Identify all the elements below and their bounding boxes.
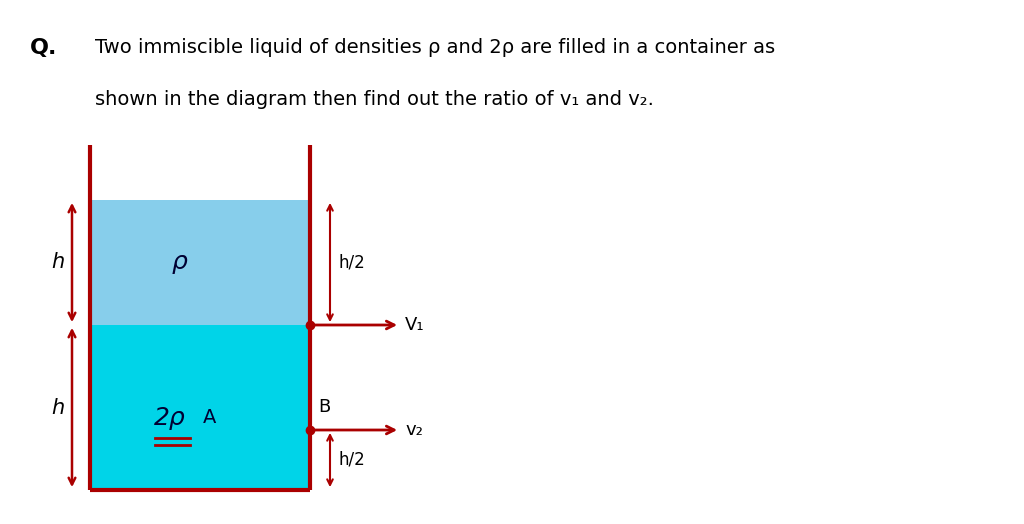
Text: ρ: ρ: [172, 250, 188, 275]
Text: 2ρ: 2ρ: [155, 406, 186, 430]
Text: Two immiscible liquid of densities ρ and 2ρ are filled in a container as: Two immiscible liquid of densities ρ and…: [95, 38, 775, 57]
Text: h/2: h/2: [338, 254, 365, 271]
Text: shown in the diagram then find out the ratio of v₁ and v₂.: shown in the diagram then find out the r…: [95, 90, 654, 109]
Text: h/2: h/2: [338, 451, 365, 469]
Bar: [90, 200, 310, 325]
Text: v₂: v₂: [406, 421, 423, 439]
Bar: [90, 325, 310, 490]
Text: h: h: [51, 398, 65, 418]
Text: A: A: [204, 408, 217, 427]
Text: B: B: [318, 398, 331, 416]
Text: Q.: Q.: [30, 38, 57, 58]
Text: V₁: V₁: [406, 316, 425, 334]
Text: h: h: [51, 253, 65, 272]
